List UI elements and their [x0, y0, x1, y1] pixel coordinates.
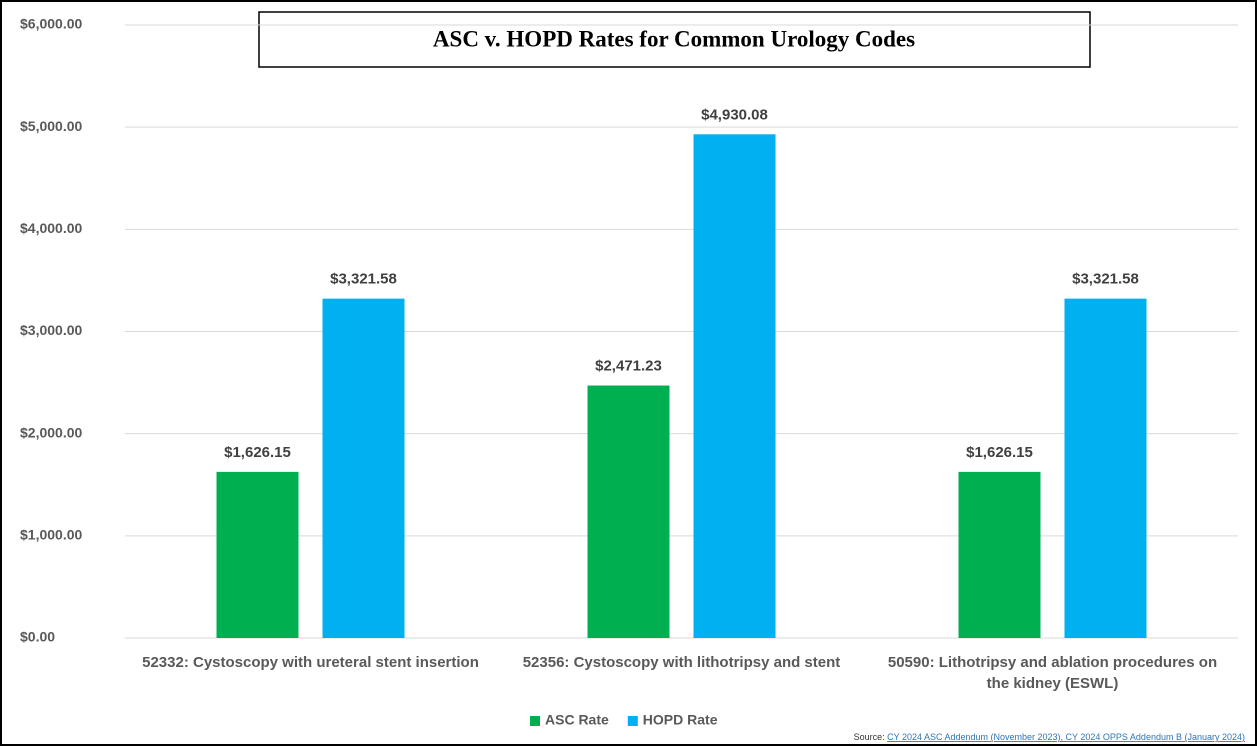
bar: [693, 134, 776, 638]
bar: [322, 298, 405, 638]
legend-swatch: [530, 716, 540, 726]
data-label: $3,321.58: [330, 271, 397, 288]
data-label: $2,471.23: [595, 357, 662, 374]
bar: [587, 385, 670, 638]
bar: [1064, 298, 1147, 638]
data-label: $1,626.15: [224, 444, 291, 461]
y-tick-label: $1,000.00: [20, 527, 82, 543]
legend-swatch: [627, 716, 638, 726]
bar: [958, 471, 1041, 638]
y-tick-label: $2,000.00: [20, 424, 82, 440]
chart-title: ASC v. HOPD Rates for Common Urology Cod…: [433, 26, 915, 51]
source-link[interactable]: CY 2024 ASC Addendum (November 2023), CY…: [887, 732, 1245, 742]
title-box: [258, 11, 1091, 68]
source-label: Source:: [854, 732, 885, 742]
x-tick-label: 52332: Cystoscopy with ureteral stent in…: [142, 654, 479, 671]
y-tick-label: $0.00: [20, 629, 55, 645]
y-tick-label: $5,000.00: [20, 118, 82, 134]
source: Source: CY 2024 ASC Addendum (November 2…: [854, 732, 1245, 742]
legend-label: ASC Rate: [545, 712, 609, 728]
y-tick-label: $4,000.00: [20, 220, 82, 236]
y-tick-label: $3,000.00: [20, 322, 82, 338]
legend-label: HOPD Rate: [643, 712, 718, 728]
data-label: $4,930.08: [701, 106, 768, 123]
x-tick-label: 50590: Lithotripsy and ablation procedur…: [887, 654, 1218, 692]
y-tick-label: $6,000.00: [20, 16, 82, 32]
bar: [216, 471, 299, 638]
x-tick-label: 52356: Cystoscopy with lithotripsy and s…: [522, 654, 841, 671]
data-label: $1,626.15: [966, 444, 1033, 461]
data-label: $3,321.58: [1072, 271, 1139, 288]
